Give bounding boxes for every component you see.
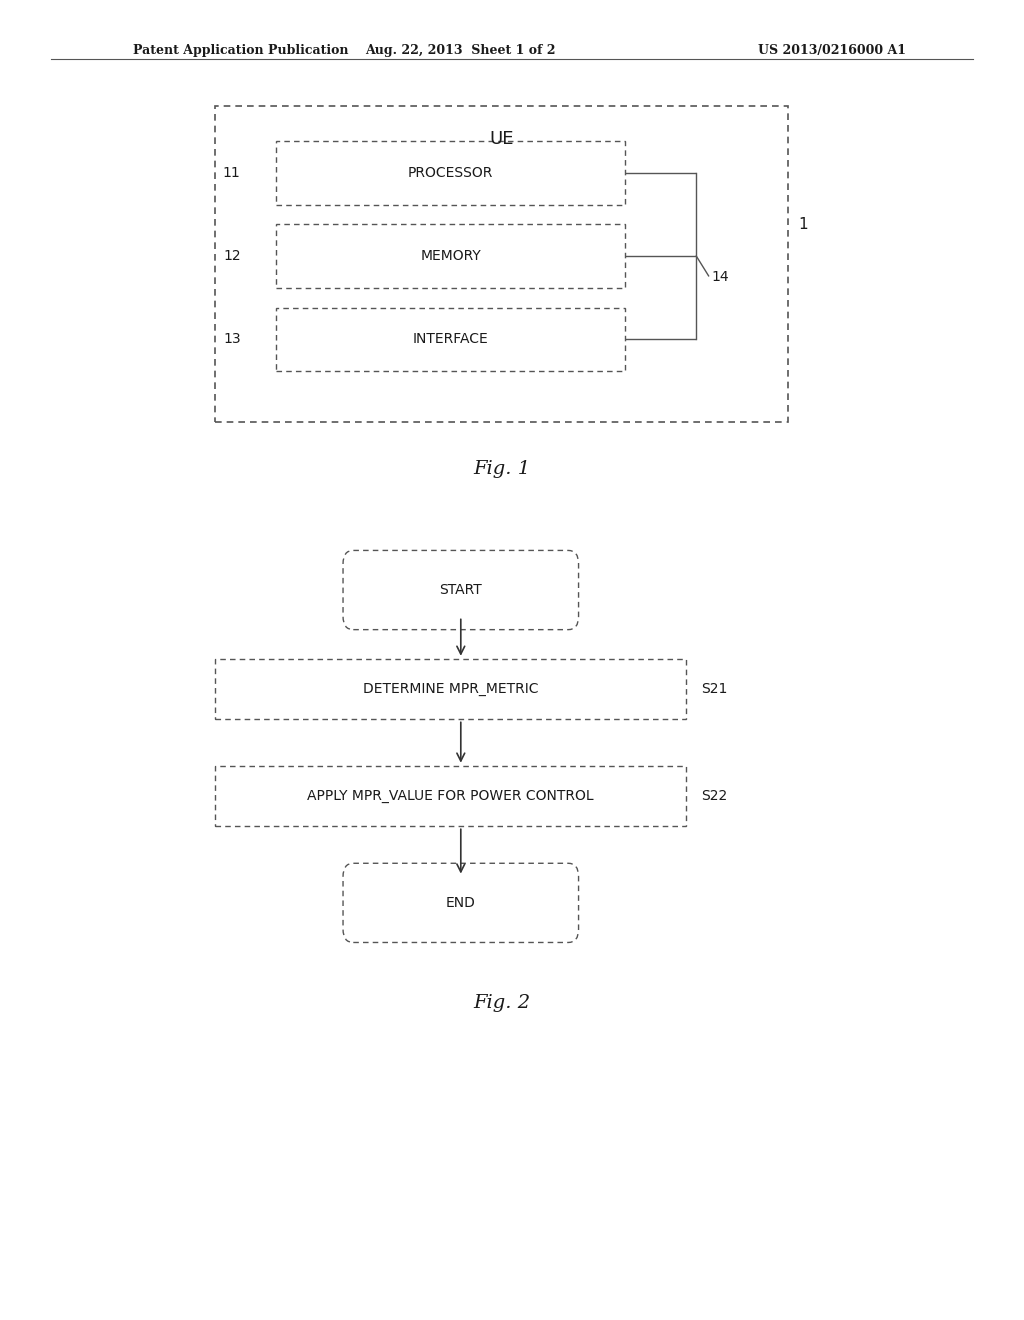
Text: INTERFACE: INTERFACE [413, 333, 488, 346]
FancyBboxPatch shape [343, 863, 579, 942]
Text: MEMORY: MEMORY [420, 249, 481, 263]
Text: DETERMINE MPR_METRIC: DETERMINE MPR_METRIC [362, 682, 539, 696]
Text: 1: 1 [799, 216, 808, 232]
Text: Aug. 22, 2013  Sheet 1 of 2: Aug. 22, 2013 Sheet 1 of 2 [366, 44, 556, 57]
FancyBboxPatch shape [276, 308, 625, 371]
Text: 14: 14 [712, 271, 729, 284]
Text: 11: 11 [223, 166, 241, 180]
FancyBboxPatch shape [276, 141, 625, 205]
Text: 13: 13 [223, 333, 241, 346]
Text: END: END [445, 896, 476, 909]
FancyBboxPatch shape [215, 106, 788, 422]
FancyBboxPatch shape [215, 766, 686, 826]
Text: START: START [439, 583, 482, 597]
FancyBboxPatch shape [343, 550, 579, 630]
Text: Fig. 2: Fig. 2 [473, 994, 530, 1012]
FancyBboxPatch shape [276, 224, 625, 288]
Text: Fig. 1: Fig. 1 [473, 459, 530, 478]
Text: S22: S22 [701, 789, 728, 803]
Text: Patent Application Publication: Patent Application Publication [133, 44, 348, 57]
Text: APPLY MPR_VALUE FOR POWER CONTROL: APPLY MPR_VALUE FOR POWER CONTROL [307, 789, 594, 803]
Text: S21: S21 [701, 682, 728, 696]
Text: UE: UE [489, 129, 514, 148]
Text: US 2013/0216000 A1: US 2013/0216000 A1 [758, 44, 906, 57]
FancyBboxPatch shape [215, 659, 686, 719]
Text: 12: 12 [223, 249, 241, 263]
Text: PROCESSOR: PROCESSOR [408, 166, 494, 180]
